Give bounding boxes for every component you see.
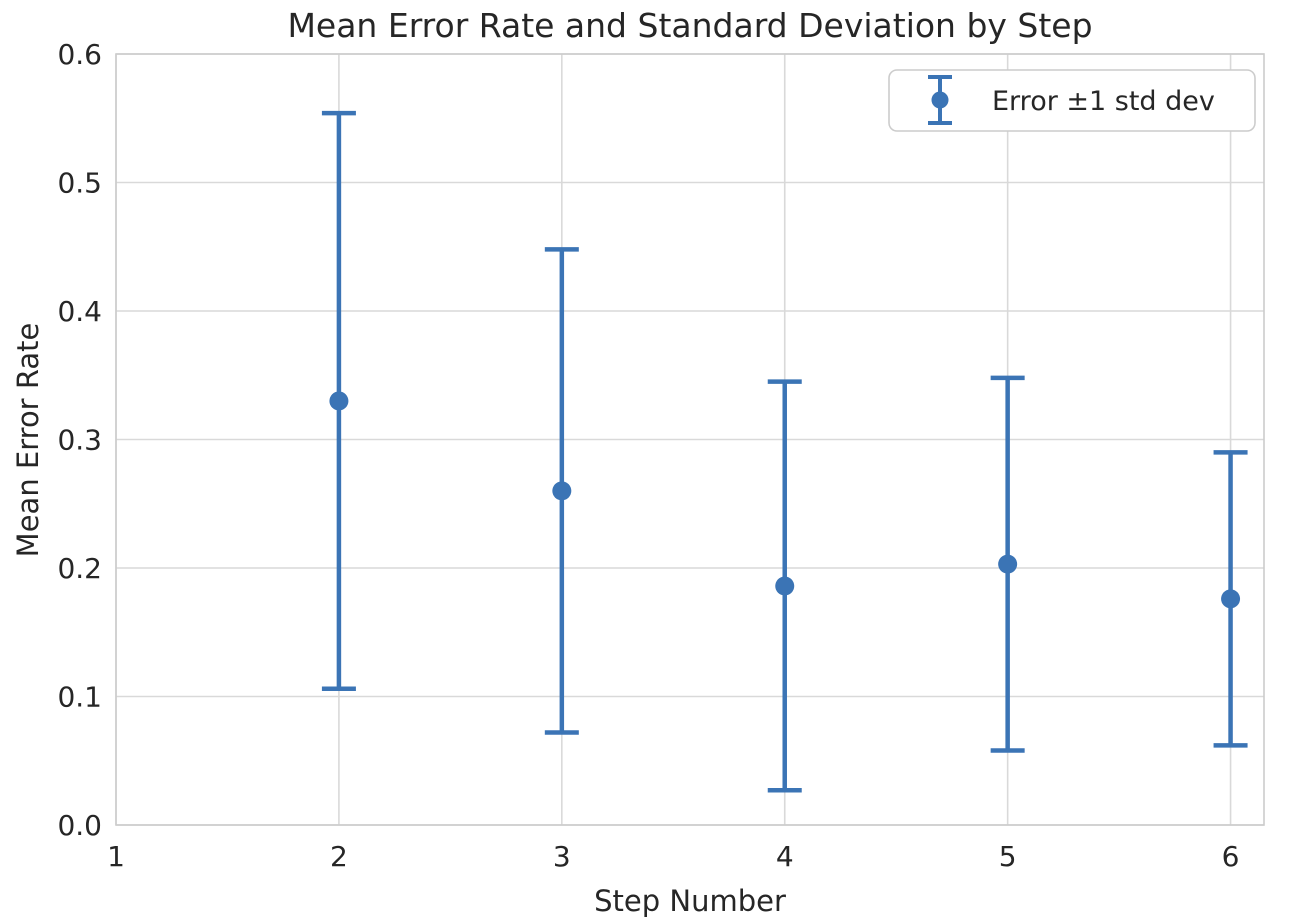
y-tick-label: 0.1 bbox=[57, 681, 102, 714]
error-bar-point bbox=[767, 379, 802, 793]
x-axis-label: Step Number bbox=[594, 884, 786, 918]
mean-marker bbox=[329, 391, 349, 411]
plot-border bbox=[115, 53, 1265, 826]
y-axis-label: Mean Error Rate bbox=[11, 323, 45, 558]
error-bar-point bbox=[321, 110, 356, 692]
y-tick-labels: 0.0 0.1 0.2 0.3 0.4 0.5 0.6 bbox=[57, 38, 102, 842]
x-tick-labels: 1 2 3 4 5 6 bbox=[107, 840, 1239, 873]
mean-marker bbox=[775, 576, 795, 596]
x-tick-label: 3 bbox=[553, 840, 571, 873]
error-bar-legend-marker-icon bbox=[928, 75, 952, 125]
y-tick-label: 0.2 bbox=[57, 552, 102, 585]
mean-marker bbox=[552, 481, 572, 501]
x-tick-label: 5 bbox=[999, 840, 1017, 873]
error-bar-series bbox=[321, 110, 1248, 793]
y-tick-label: 0.3 bbox=[57, 424, 102, 457]
legend-box bbox=[888, 69, 1256, 132]
mean-marker bbox=[998, 554, 1018, 574]
legend-label: Error ±1 std dev bbox=[992, 86, 1215, 117]
y-tick-label: 0.6 bbox=[57, 38, 102, 71]
x-tick-label: 4 bbox=[776, 840, 794, 873]
gridlines bbox=[115, 53, 1264, 826]
error-bar-point bbox=[544, 247, 579, 735]
y-tick-label: 0.5 bbox=[57, 167, 102, 200]
legend: Error ±1 std dev bbox=[888, 69, 1256, 132]
chart-title: Mean Error Rate and Standard Deviation b… bbox=[287, 6, 1092, 45]
y-tick-label: 0.0 bbox=[57, 809, 102, 842]
x-tick-label: 6 bbox=[1222, 840, 1240, 873]
mean-marker bbox=[1221, 589, 1241, 609]
legend-mean-marker bbox=[931, 91, 949, 109]
error-bar-point bbox=[1213, 450, 1248, 748]
x-tick-label: 1 bbox=[107, 840, 125, 873]
error-bar-point bbox=[990, 375, 1025, 753]
y-tick-label: 0.4 bbox=[57, 295, 102, 328]
x-tick-label: 2 bbox=[330, 840, 348, 873]
